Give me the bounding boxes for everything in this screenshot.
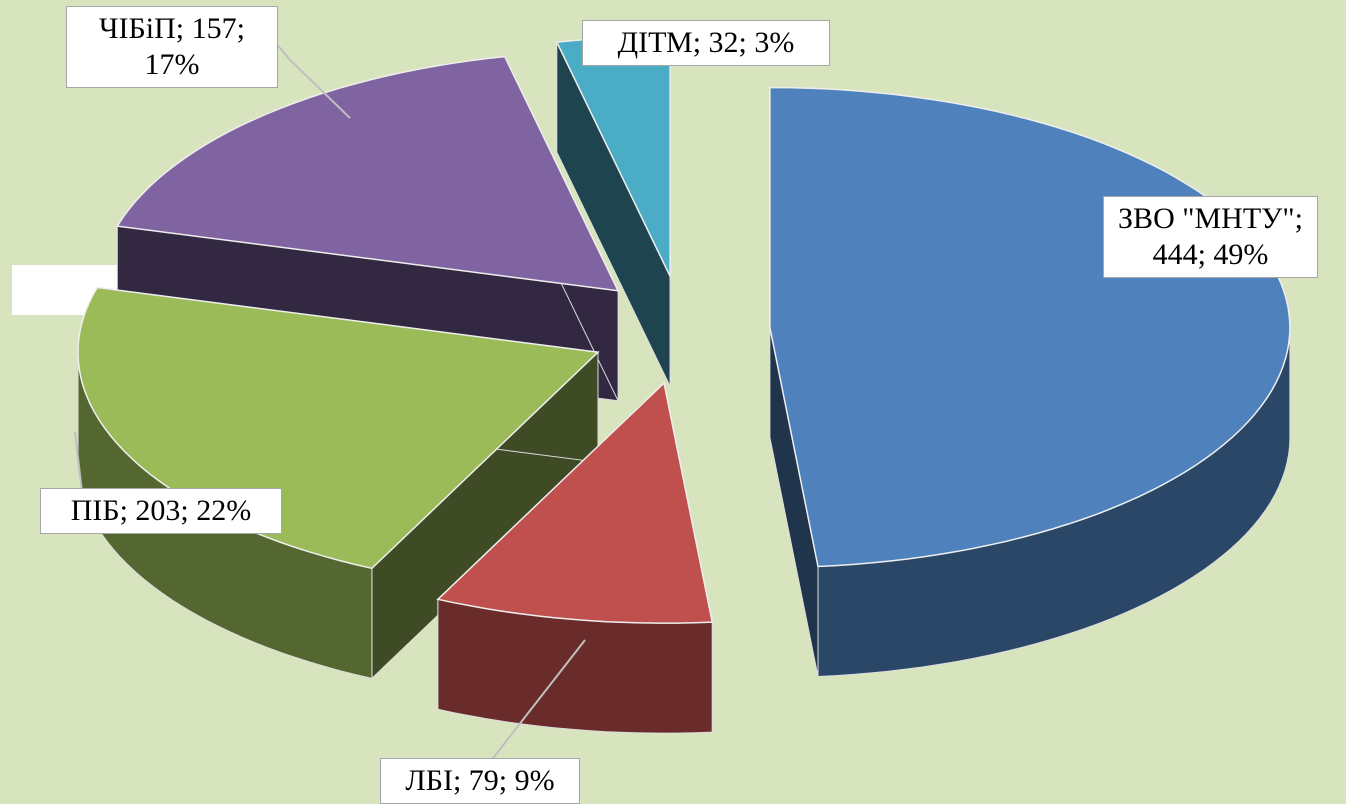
leader-line [274,41,351,119]
slice [436,381,714,624]
leader-lines [74,41,586,763]
pie [77,35,1291,734]
slice [555,35,671,387]
data-label: ЗВО "МНТУ"; 444; 49% [1103,196,1318,278]
leader-line [74,431,83,493]
leader-line [489,639,586,763]
slice [116,55,620,292]
slice [436,381,714,734]
data-label: ЧІБіП; 157; 17% [66,6,278,88]
slice [769,86,1291,678]
data-label: ДІТМ; 32; 3% [582,20,830,66]
data-label: ПІБ; 203; 22% [40,488,282,534]
data-label: ЛБІ; 79; 9% [380,758,580,804]
